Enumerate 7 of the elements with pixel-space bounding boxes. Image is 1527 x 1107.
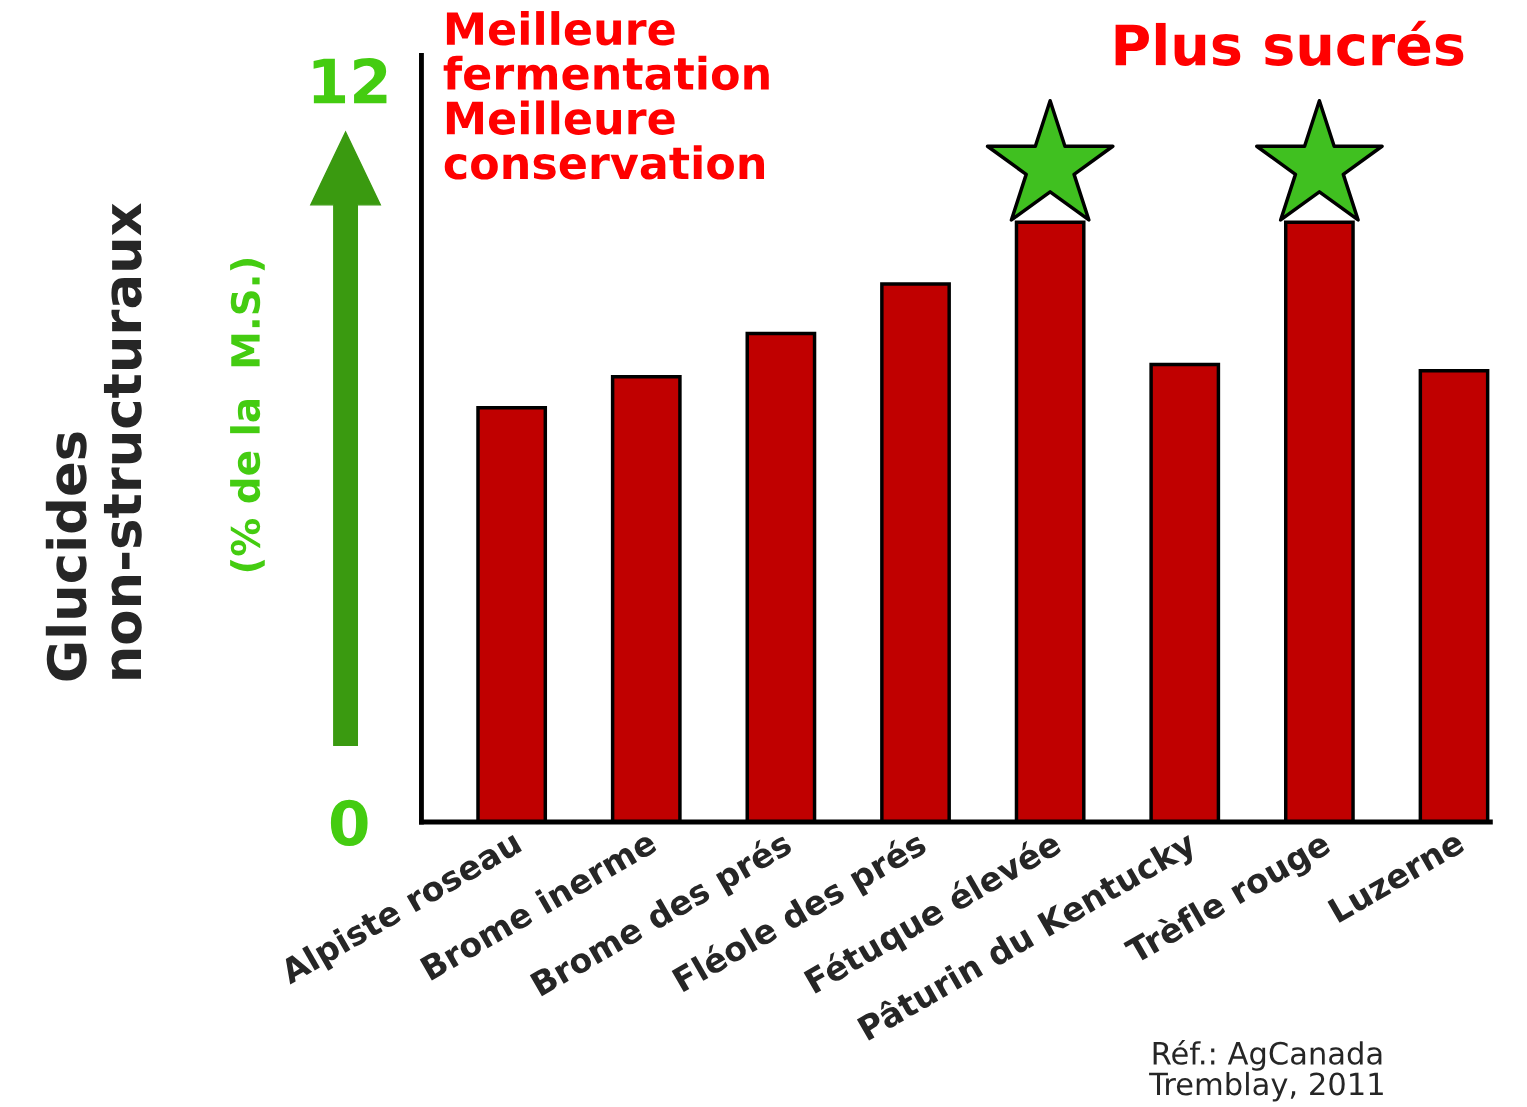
y-axis-title: Glucides non-structuraux	[45, 203, 142, 681]
annotation: Meilleure fermentation Meilleure conservation	[443, 11, 769, 180]
chart-title: Plus sucrés	[1115, 20, 1464, 66]
text: Réf.: AgCanada Tremblay, 2011	[1149, 1039, 1383, 1102]
y-tick-label: 12	[313, 57, 387, 104]
y-tick-label: 0	[330, 799, 368, 847]
text: (% de la M.S.)	[230, 259, 265, 572]
